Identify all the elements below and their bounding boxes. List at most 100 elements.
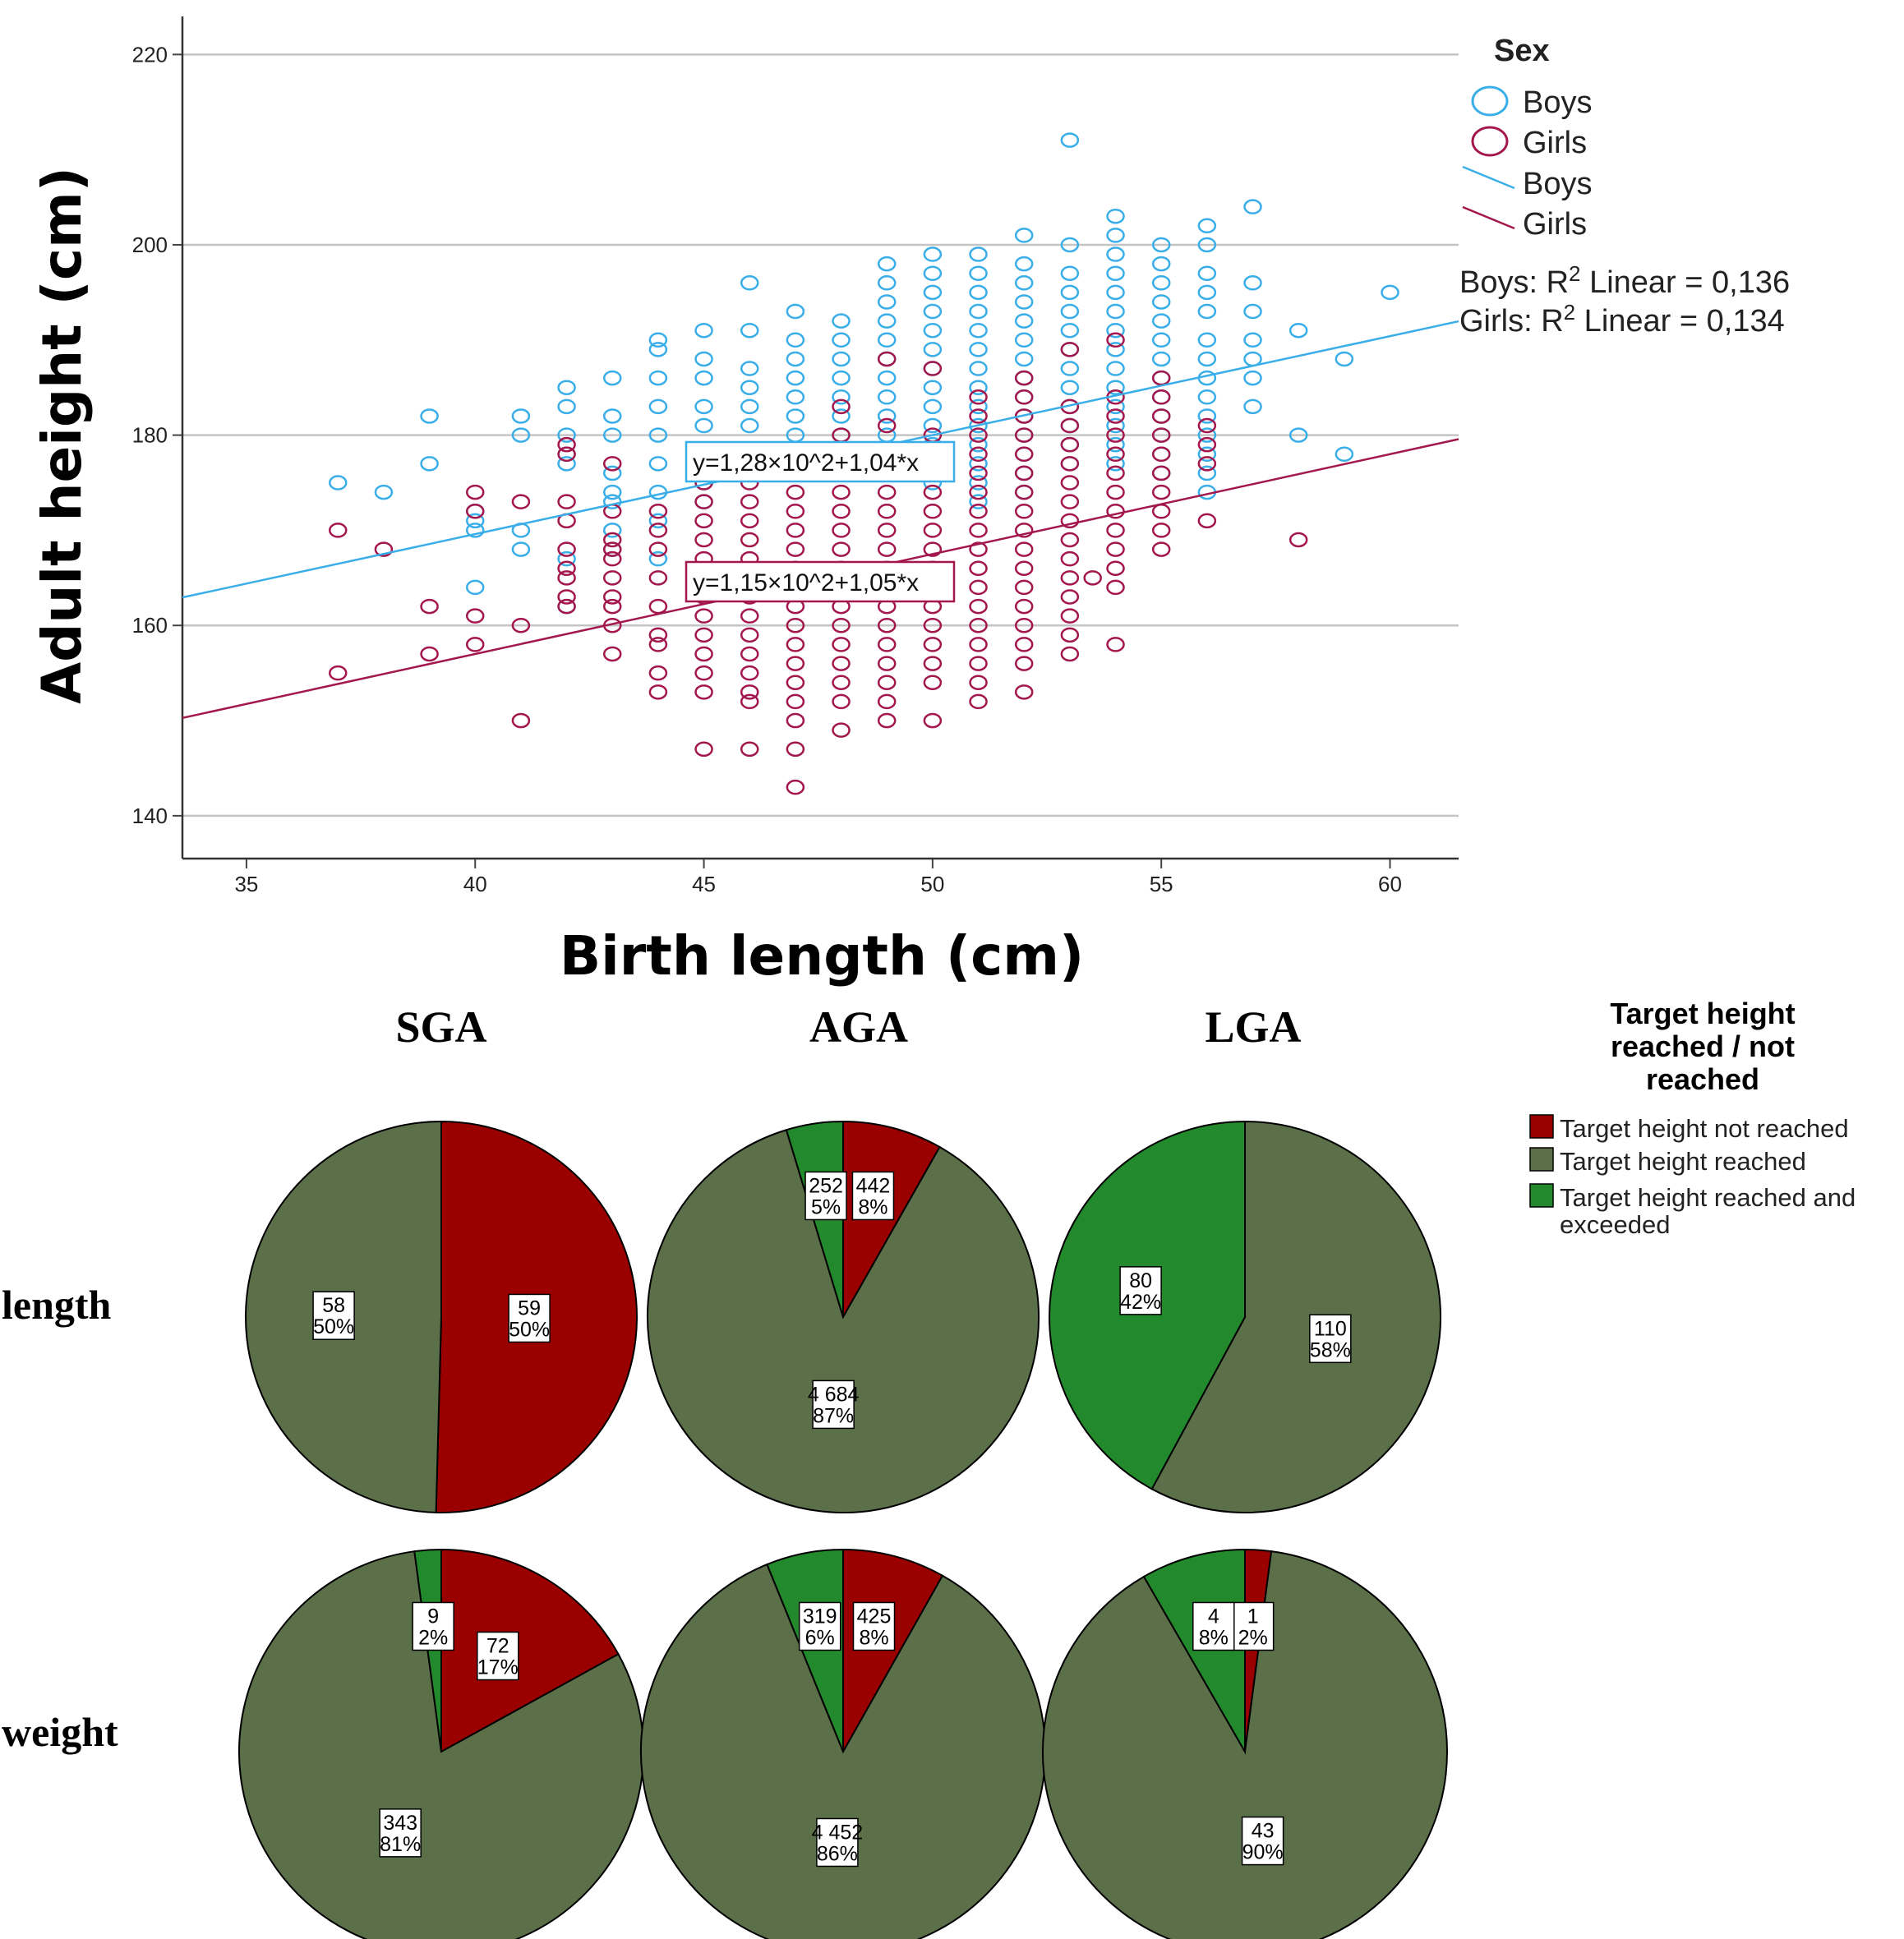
scatter-point-girls [1289,532,1308,548]
scatter-point-girls [832,504,851,519]
scatter-point-girls [832,523,851,538]
legend-label: Boys [1523,85,1592,120]
scatter-point-girls [1151,541,1171,557]
legend-marker-boys [1471,85,1509,117]
column-title-aga: AGA [809,1002,908,1052]
scatter-point-boys [1014,275,1034,291]
legend-line-boys [1462,165,1515,190]
scatter-point-girls [694,741,713,758]
scatter-point-girls [648,665,668,681]
scatter-point-boys [1014,294,1034,310]
scatter-point-girls [877,637,897,652]
pie-legend-title-line: reached / not [1611,1029,1795,1063]
scatter-point-girls [877,351,897,367]
pie-count-label: 442 [856,1174,891,1197]
pie-count-label: 319 [803,1605,837,1628]
scatter-point-girls [1060,456,1080,472]
scatter-point-girls [969,408,988,424]
scatter-point-girls [420,646,439,662]
scatter-point-boys [740,417,759,434]
pie-slice [238,1550,644,1939]
scatter-point-girls [1014,617,1034,633]
scatter-point-boys [1151,351,1171,367]
scatter-point-girls [1014,389,1034,405]
y-tick-label: 140 [132,804,168,828]
pie-count-label: 110 [1314,1317,1347,1340]
pie-legend-swatch [1529,1183,1554,1208]
scatter-point-boys [877,256,897,272]
scatter-point-girls [923,523,943,538]
scatter-point-girls [923,675,943,690]
column-title-sga: SGA [395,1002,486,1052]
equation-label: y=1,28×10^2+1,04*x [693,449,919,477]
pie-label-box [508,1293,551,1343]
pie-percent-label: 8% [858,1195,887,1218]
x-tick-label: 40 [463,872,487,896]
scatter-point-girls [1197,513,1217,529]
scatter-point-girls [832,617,851,633]
scatter-point-boys [602,408,622,424]
scatter-point-boys [602,523,622,538]
scatter-point-girls [1151,408,1171,424]
scatter-point-girls [786,741,805,758]
scatter-point-boys [602,465,622,481]
scatter-point-girls [648,684,668,700]
scatter-point-girls [511,712,531,729]
scatter-point-girls [877,675,897,690]
pie-count-label: 4 452 [812,1821,864,1844]
scatter-point-girls [740,741,759,758]
scatter-point-girls [557,560,576,577]
scatter-point-girls [1151,465,1171,481]
scatter-point-boys [969,361,988,376]
scatter-point-boys [648,513,668,529]
pie-label-box [798,1601,841,1651]
scatter-point-girls [740,608,759,624]
scatter-point-boys [1243,199,1262,214]
pie-label-box [379,1808,422,1858]
scatter-point-boys [1106,246,1125,262]
scatter-point-girls [1060,532,1080,548]
scatter-point-girls [602,598,622,615]
scatter-point-girls [465,608,485,624]
scatter-point-girls [648,637,668,652]
scatter-point-girls [1106,408,1125,424]
scatter-point-girls [1060,475,1080,491]
scatter-point-girls [1014,684,1034,700]
scatter-point-girls [923,541,943,557]
scatter-point-boys [786,351,805,367]
scatter-point-boys [648,398,668,415]
scatter-point-girls [969,504,988,519]
scatter-point-boys [602,484,622,500]
r-squared-prefix: Girls: R [1459,304,1564,339]
scatter-point-girls [1106,484,1125,500]
scatter-point-boys [557,456,576,472]
scatter-point-boys [1060,380,1080,395]
scatter-point-boys [1197,303,1217,320]
scatter-point-girls [786,675,805,690]
scatter-point-girls [740,665,759,681]
pie-data-label: 48% [1192,1601,1235,1651]
scatter-point-boys [923,417,943,434]
scatter-point-girls [740,627,759,643]
scatter-point-girls [877,417,897,434]
scatter-point-girls [923,504,943,519]
legend-title: Sex [1494,34,1550,68]
scatter-point-girls [465,484,485,500]
scatter-point-girls [1014,656,1034,671]
scatter-point-boys [969,475,988,491]
scatter-point-girls [969,693,988,710]
scatter-point-boys [1197,427,1217,443]
scatter-point-girls [969,427,988,443]
scatter-point-girls [1060,342,1080,357]
scatter-point-girls [648,504,668,519]
scatter-point-boys [1151,313,1171,329]
pie-label-box [312,1291,355,1340]
y-tick-label: 160 [132,613,168,638]
legend-marker-girls [1471,126,1509,157]
scatter-point-boys [465,513,485,529]
scatter-point-girls [1014,504,1034,519]
